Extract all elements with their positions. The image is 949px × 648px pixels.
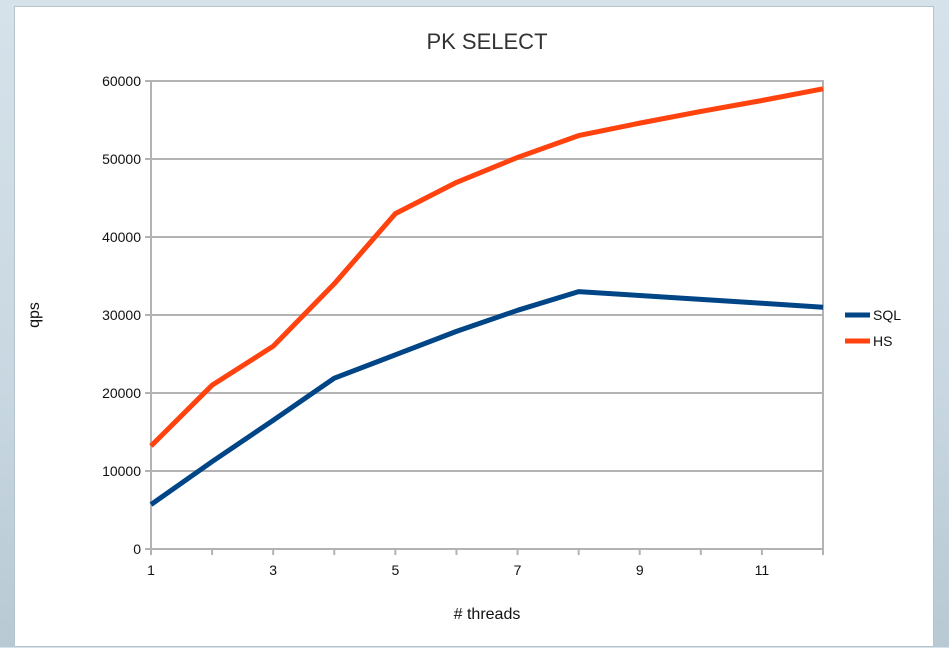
- series-line-sql: [149, 289, 824, 507]
- y-axis-label: qps: [26, 302, 43, 328]
- chart-title: PK SELECT: [426, 29, 547, 54]
- x-axis-label: # threads: [454, 606, 521, 623]
- series-lines: [149, 86, 824, 507]
- x-tick-label: 3: [269, 562, 277, 578]
- y-axis-ticks: 0 10000 20000 30000 40000 50000 60000: [102, 73, 151, 557]
- y-tick-label: 0: [133, 541, 141, 557]
- y-tick-label: 10000: [102, 463, 141, 479]
- x-tick-label: 9: [636, 562, 644, 578]
- legend-label-hs: HS: [873, 333, 892, 349]
- legend: SQL HS: [845, 307, 901, 349]
- x-tick-label: 7: [514, 562, 522, 578]
- y-tick-label: 30000: [102, 307, 141, 323]
- x-tick-label: 1: [147, 562, 155, 578]
- y-tick-label: 20000: [102, 385, 141, 401]
- x-tick-label: 5: [391, 562, 399, 578]
- legend-label-sql: SQL: [873, 307, 901, 323]
- y-tick-label: 50000: [102, 151, 141, 167]
- grid-lines: [151, 80, 823, 550]
- x-tick-label: 11: [755, 562, 770, 578]
- series-line-hs: [149, 86, 824, 448]
- y-tick-label: 40000: [102, 229, 141, 245]
- chart-panel: 0 10000 20000 30000 40000 50000 60000 1 3 5 7 9 11 …: [14, 6, 934, 647]
- y-tick-label: 60000: [102, 73, 141, 89]
- x-axis-ticks: 1 3 5 7 9 11: [147, 549, 824, 578]
